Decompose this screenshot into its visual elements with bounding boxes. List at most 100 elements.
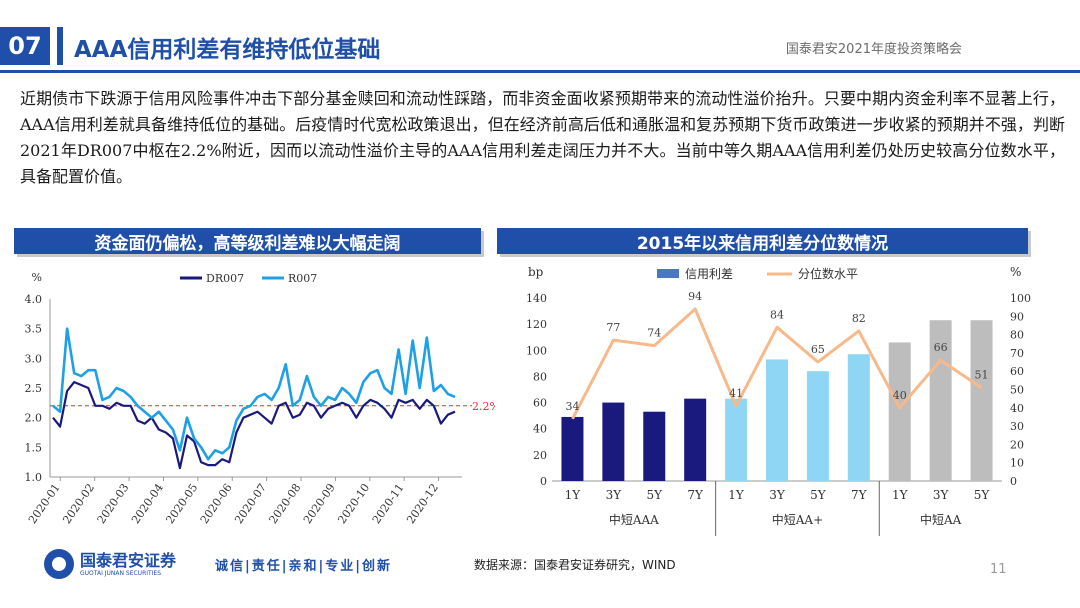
y-left-tick-label: 0	[540, 475, 547, 488]
x-tick-label: 2020-02	[60, 481, 97, 526]
category-label: 3Y	[933, 488, 950, 502]
page-title: AAA信用利差有维持低位基础	[74, 37, 381, 63]
logo-emblem-icon	[44, 549, 74, 579]
group-label: 中短AA+	[772, 512, 823, 527]
company-slogan: 诚信|责任|亲和|专业|创新	[215, 559, 392, 574]
x-tick-label: 2020-11	[370, 481, 407, 526]
x-tick-label: 2020-04	[129, 481, 166, 526]
y-right-tick-label: 100	[1010, 292, 1031, 305]
spread-bar	[725, 398, 748, 481]
y-right-tick-label: 70	[1010, 347, 1024, 360]
category-label: 5Y	[646, 488, 663, 502]
percentile-data-label: 82	[852, 312, 866, 325]
x-tick-label: 2020-05	[163, 481, 200, 526]
spread-bar-chart-svg: 1401201008060402001009080706050403020100…	[526, 265, 1031, 536]
body-paragraph: 近期债市下跌源于信用风险事件冲击下部分基金赎回和流动性踩踏，而非资金面收紧预期带…	[20, 89, 1065, 186]
spread-bar	[602, 402, 625, 481]
y-right-tick-label: 20	[1010, 438, 1024, 451]
x-tick-label: 2020-01	[26, 481, 63, 526]
percentile-data-label: 51	[975, 369, 989, 382]
category-label: 3Y	[769, 488, 786, 502]
category-label: 7Y	[851, 488, 868, 502]
percentile-data-label: 65	[811, 343, 825, 356]
y-tick-label: 4.0	[25, 293, 43, 306]
y-left-tick-label: 60	[533, 397, 547, 410]
category-label: 3Y	[606, 488, 623, 502]
y-left-tick-label: 120	[526, 318, 547, 331]
series-line-dr007	[52, 380, 456, 470]
report-name: 国泰君安2021年度投资策略会	[785, 42, 962, 57]
percentile-data-label: 74	[647, 327, 661, 340]
y-left-tick-label: 80	[533, 370, 547, 383]
legend-label-spread: 信用利差	[685, 267, 733, 281]
percentile-line	[571, 307, 983, 420]
rate-line-chart-svg: 4.03.53.02.52.01.51.0%2020-012020-022020…	[25, 271, 500, 526]
company-name-cn: 国泰君安证券	[80, 550, 177, 570]
series-line-r007	[52, 327, 456, 461]
category-label: 5Y	[810, 488, 827, 502]
y-right-tick-label: 40	[1010, 402, 1024, 415]
y-tick-label: 3.0	[25, 352, 43, 365]
x-tick-label: 2020-10	[335, 481, 372, 526]
percentile-data-label: 84	[770, 308, 784, 321]
category-label: 1Y	[565, 488, 582, 502]
percentile-data-label: 94	[688, 290, 702, 303]
y-tick-label: 1.0	[25, 471, 43, 484]
x-tick-label: 2020-07	[232, 481, 269, 526]
spread-bar	[888, 342, 911, 481]
y-right-tick-label: 0	[1010, 475, 1017, 488]
category-label: 1Y	[728, 488, 745, 502]
x-tick-label: 2020-06	[198, 481, 235, 526]
percentile-data-label: 77	[606, 321, 620, 334]
y-right-tick-label: 50	[1010, 384, 1024, 397]
y-left-unit: bp	[528, 265, 544, 279]
group-label: 中短AA	[920, 512, 962, 527]
company-logo: 国泰君安证券 GUOTAI JUNAN SECURITIES	[44, 549, 176, 579]
spread-bar	[561, 416, 584, 481]
x-tick-label: 2020-12	[404, 481, 441, 526]
y-right-tick-label: 30	[1010, 420, 1024, 433]
y-tick-label: 1.5	[25, 441, 43, 454]
x-tick-label: 2020-03	[95, 481, 132, 526]
legend-label-r007: R007	[288, 272, 317, 285]
y-axis-unit: %	[32, 271, 42, 284]
y-right-tick-label: 10	[1010, 457, 1024, 470]
page-number: 11	[990, 562, 1007, 577]
y-right-tick-label: 90	[1010, 310, 1024, 323]
y-right-tick-label: 80	[1010, 329, 1024, 342]
spread-bar-chart: 140 120 100 80 60 40 20 0 100 90 80 70 60 50 40 30 20 10 0…	[497, 262, 1057, 547]
y-left-tick-label: 100	[526, 344, 547, 357]
left-chart-banner: 资金面仍偏松，高等级利差难以大幅走阔	[14, 228, 481, 254]
header-divider	[0, 70, 1080, 73]
title-accent-bar	[57, 27, 63, 65]
spread-bar	[766, 359, 788, 481]
percentile-data-label: 34	[565, 400, 579, 413]
y-right-tick-label: 60	[1010, 365, 1024, 378]
right-chart-banner: 2015年以来信用利差分位数情况	[497, 228, 1028, 254]
legend-swatch-spread	[657, 269, 679, 278]
data-source: 数据来源：国泰君安证券研究，WIND	[474, 558, 676, 572]
percentile-data-label: 40	[893, 389, 907, 402]
y-left-tick-label: 20	[533, 449, 547, 462]
group-label: 中短AAA	[609, 512, 659, 527]
legend-label-percentile: 分位数水平	[798, 266, 858, 281]
percentile-data-label: 66	[934, 341, 948, 354]
x-tick-label: 2020-09	[301, 481, 338, 526]
y-left-tick-label: 40	[533, 423, 547, 436]
x-tick-label: 2020-08	[267, 481, 304, 526]
y-left-tick-label: 140	[526, 292, 547, 305]
y-right-unit: %	[1010, 265, 1021, 279]
reference-line-label: 2.2%	[472, 400, 495, 413]
spread-bar	[806, 371, 829, 481]
category-label: 5Y	[974, 488, 991, 502]
legend-label-dr007: DR007	[206, 272, 244, 285]
y-tick-label: 3.5	[25, 323, 43, 336]
spread-bar	[970, 320, 993, 481]
category-label: 1Y	[892, 488, 909, 502]
rate-line-chart: 4.0 3.5 3.0 2.5 2.0 1.5 1.0% 2020-01 2020-02 2020…	[0, 262, 500, 547]
section-number: 07	[0, 27, 50, 65]
y-tick-label: 2.0	[25, 412, 43, 425]
spread-bar	[929, 320, 952, 481]
spread-bar	[643, 411, 666, 481]
spread-bar	[684, 398, 707, 481]
